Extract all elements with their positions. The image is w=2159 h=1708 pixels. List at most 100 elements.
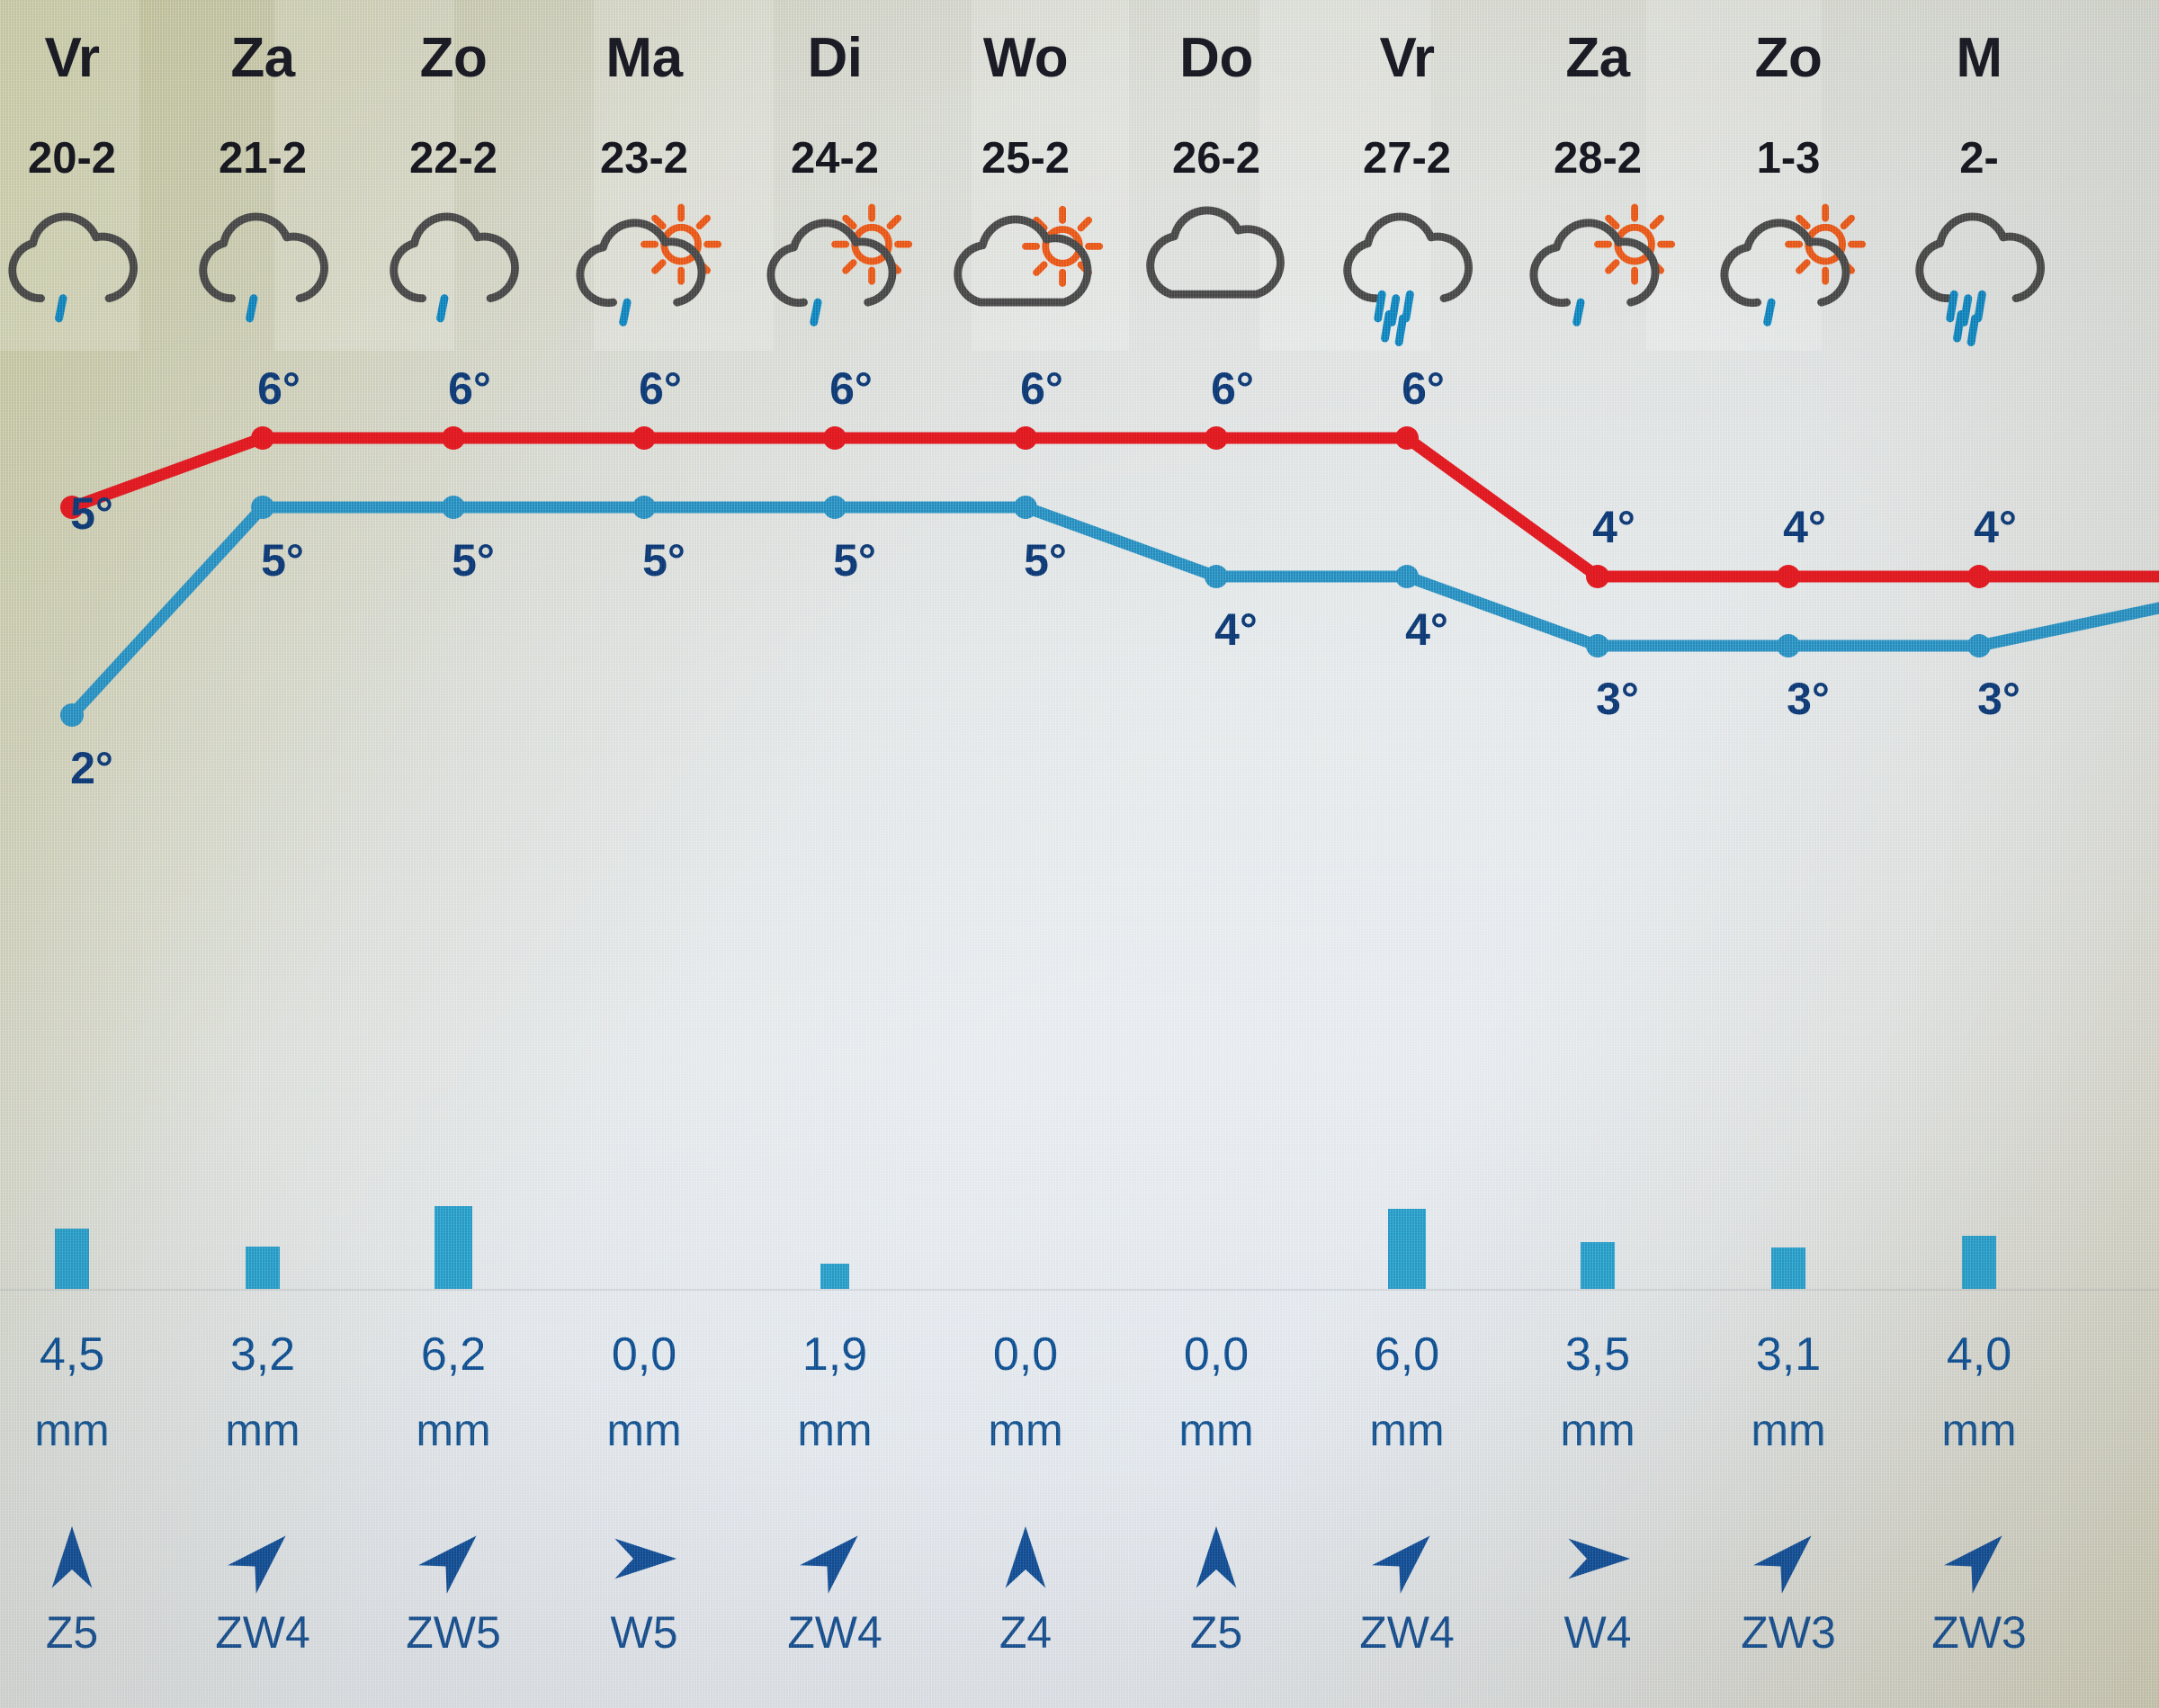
max-temperature-label: 6°	[639, 363, 682, 414]
min-temperature-label: 4°	[1405, 604, 1448, 655]
forecast-day-column[interactable]: Ma 23-2 0,0 mm W5	[554, 0, 734, 1708]
precipitation-bar	[1771, 1247, 1805, 1289]
precipitation-unit: mm	[416, 1405, 491, 1455]
cloud-rain-heavy-icon	[1330, 202, 1483, 346]
wind-label: ZW4	[1359, 1607, 1455, 1658]
wind-direction-arrow-ne-icon	[1750, 1520, 1827, 1597]
precipitation-value: 0,0	[992, 1328, 1059, 1381]
wind-label: Z4	[999, 1607, 1053, 1658]
precipitation-unit: mm	[797, 1405, 873, 1455]
cloud-drizzle-icon	[377, 202, 530, 337]
min-temperature-label: 5°	[1024, 535, 1067, 586]
precipitation-value: 3,5	[1564, 1328, 1631, 1381]
min-temperature-label: 5°	[833, 535, 876, 586]
precipitation-unit: mm	[34, 1405, 110, 1455]
min-temperature-label: 3°	[1596, 674, 1639, 724]
forecast-day-column[interactable]: Za 21-2 3,2 mm ZW4	[173, 0, 353, 1708]
precipitation-value: 3,1	[1755, 1328, 1822, 1381]
max-temperature-label: 6°	[257, 363, 300, 414]
wind-direction-arrow-n-icon	[33, 1520, 111, 1597]
day-name: Za	[230, 27, 295, 89]
day-name: Wo	[982, 27, 1069, 89]
day-date: 21-2	[218, 134, 308, 183]
day-name: Ma	[605, 27, 683, 89]
wind-label: ZW3	[1741, 1607, 1836, 1658]
forecast-day-column[interactable]: Zo 1-3 3,1 mm ZW3	[1698, 0, 1878, 1708]
precipitation-bar	[55, 1229, 89, 1289]
day-name: Do	[1179, 27, 1253, 89]
wind-direction-arrow-n-icon	[987, 1520, 1064, 1597]
min-temperature-label: 2°	[70, 743, 113, 793]
wind-label: Z5	[45, 1607, 99, 1658]
wind-direction-arrow-e-icon	[1559, 1520, 1636, 1597]
day-date: 1-3	[1756, 134, 1821, 183]
precipitation-bar	[1962, 1236, 1996, 1289]
forecast-day-column[interactable]: Do 26-2 0,0 mm Z5	[1126, 0, 1306, 1708]
precipitation-value: 6,2	[420, 1328, 487, 1381]
max-temperature-label: 6°	[829, 363, 873, 414]
day-name: M	[1956, 27, 2002, 89]
day-name: Vr	[44, 27, 100, 89]
day-date: 27-2	[1362, 134, 1452, 183]
wind-label: W5	[610, 1607, 678, 1658]
forecast-day-column[interactable]: Zo 22-2 6,2 mm ZW5	[363, 0, 543, 1708]
forecast-day-column[interactable]: M 2- 4,0 mm ZW3	[1889, 0, 2069, 1708]
precipitation-value: 4,0	[1946, 1328, 2012, 1381]
day-name: Zo	[1754, 27, 1823, 89]
precipitation-value: 0,0	[611, 1328, 677, 1381]
precipitation-unit: mm	[225, 1405, 300, 1455]
cloud-rain-heavy-icon	[1903, 202, 2056, 346]
day-name: Zo	[419, 27, 488, 89]
min-temperature-label: 3°	[1977, 674, 2020, 724]
forecast-day-column[interactable]: Di 24-2 1,9 mm ZW4	[745, 0, 925, 1708]
max-temperature-label: 4°	[1974, 502, 2017, 552]
wind-label: ZW4	[787, 1607, 882, 1658]
day-date: 26-2	[1171, 134, 1261, 183]
wind-direction-arrow-n-icon	[1178, 1520, 1255, 1597]
precipitation-value: 1,9	[802, 1328, 868, 1381]
forecast-day-column[interactable]: Za 28-2 3,5 mm W4	[1508, 0, 1688, 1708]
precipitation-unit: mm	[1369, 1405, 1445, 1455]
sun-cloud-icon	[949, 202, 1104, 337]
wind-direction-arrow-ne-icon	[224, 1520, 301, 1597]
precipitation-bar	[1388, 1209, 1426, 1289]
max-temperature-label: 6°	[1211, 363, 1254, 414]
forecast-day-column[interactable]: Vr 20-2 4,5 mm Z5	[0, 0, 162, 1708]
max-temperature-label: 6°	[1402, 363, 1445, 414]
sun-cloud-drizzle-icon	[1712, 202, 1867, 337]
sun-cloud-drizzle-icon	[568, 202, 722, 337]
day-date: 24-2	[790, 134, 880, 183]
day-name: Vr	[1379, 27, 1435, 89]
wind-direction-arrow-ne-icon	[1368, 1520, 1446, 1597]
forecast-day-column[interactable]: Vr 27-2 6,0 mm ZW4	[1317, 0, 1497, 1708]
precipitation-unit: mm	[1941, 1405, 2017, 1455]
forecast-day-column[interactable]: Wo 25-2 0,0 mm Z4	[936, 0, 1115, 1708]
precipitation-bar	[820, 1264, 849, 1289]
day-name: Di	[807, 27, 864, 89]
wind-label: Z5	[1189, 1607, 1243, 1658]
sun-cloud-drizzle-icon	[1521, 202, 1676, 337]
cloud-drizzle-icon	[186, 202, 339, 337]
max-temperature-label: 5°	[70, 488, 113, 539]
wind-label: ZW3	[1931, 1607, 2027, 1658]
wind-direction-arrow-ne-icon	[415, 1520, 492, 1597]
min-temperature-label: 3°	[1787, 674, 1830, 724]
min-temperature-label: 4°	[1214, 604, 1258, 655]
wind-direction-arrow-e-icon	[605, 1520, 683, 1597]
sun-cloud-drizzle-icon	[758, 202, 913, 337]
precipitation-value: 6,0	[1374, 1328, 1440, 1381]
max-temperature-label: 4°	[1592, 502, 1635, 552]
precipitation-value: 3,2	[229, 1328, 296, 1381]
precipitation-bar	[1581, 1242, 1615, 1289]
max-temperature-label: 6°	[1020, 363, 1063, 414]
max-temperature-label: 4°	[1783, 502, 1826, 552]
wind-direction-arrow-ne-icon	[796, 1520, 873, 1597]
wind-label: ZW4	[215, 1607, 310, 1658]
precipitation-baseline	[0, 1289, 2159, 1291]
cloud-drizzle-icon	[0, 202, 148, 337]
precipitation-unit: mm	[1560, 1405, 1635, 1455]
max-temperature-label: 6°	[448, 363, 491, 414]
day-date: 28-2	[1553, 134, 1643, 183]
min-temperature-label: 5°	[642, 535, 685, 586]
